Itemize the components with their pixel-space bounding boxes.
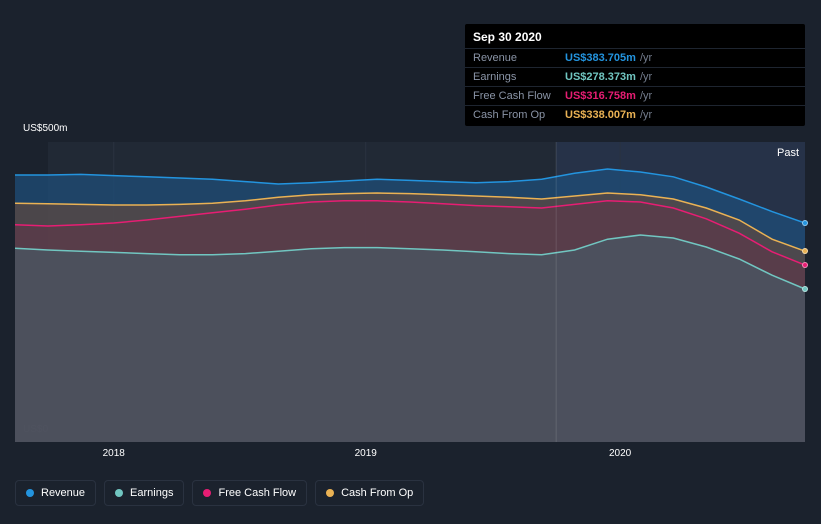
tooltip-metric-unit: /yr <box>640 52 652 64</box>
tooltip-metric-value: US$338.007m <box>565 109 636 121</box>
legend-dot-icon <box>115 489 123 497</box>
legend-dot-icon <box>26 489 34 497</box>
legend-item-revenue[interactable]: Revenue <box>15 480 96 506</box>
x-tick-label: 2019 <box>355 448 377 459</box>
tooltip-date: Sep 30 2020 <box>465 30 805 48</box>
x-axis: 2018 2019 2020 <box>15 448 805 462</box>
tooltip-row: RevenueUS$383.705m/yr <box>465 48 805 67</box>
earnings-end-marker <box>802 286 808 292</box>
legend: Revenue Earnings Free Cash Flow Cash From O… <box>15 480 424 506</box>
tooltip-metric-unit: /yr <box>640 90 652 102</box>
tooltip-metric-value: US$316.758m <box>565 90 636 102</box>
legend-dot-icon <box>326 489 334 497</box>
tooltip-metric-value: US$278.373m <box>565 71 636 83</box>
legend-item-earnings[interactable]: Earnings <box>104 480 184 506</box>
hover-tooltip: Sep 30 2020 RevenueUS$383.705m/yrEarning… <box>465 24 805 126</box>
y-axis-max-label: US$500m <box>23 123 67 134</box>
legend-dot-icon <box>203 489 211 497</box>
area-svg <box>15 142 805 442</box>
cash_from_op-end-marker <box>802 248 808 254</box>
past-region-label: Past <box>777 147 799 159</box>
plot-area[interactable] <box>15 142 805 442</box>
tooltip-metric-label: Revenue <box>473 52 565 64</box>
legend-label: Earnings <box>130 487 173 499</box>
tooltip-row: Free Cash FlowUS$316.758m/yr <box>465 86 805 105</box>
tooltip-metric-value: US$383.705m <box>565 52 636 64</box>
legend-item-cash-from-op[interactable]: Cash From Op <box>315 480 424 506</box>
tooltip-metric-unit: /yr <box>640 71 652 83</box>
tooltip-metric-label: Cash From Op <box>473 109 565 121</box>
x-tick-label: 2020 <box>609 448 631 459</box>
tooltip-metric-label: Earnings <box>473 71 565 83</box>
tooltip-metric-unit: /yr <box>640 109 652 121</box>
legend-label: Free Cash Flow <box>218 487 296 499</box>
x-tick-label: 2018 <box>103 448 125 459</box>
legend-label: Revenue <box>41 487 85 499</box>
revenue-end-marker <box>802 220 808 226</box>
free_cash_flow-end-marker <box>802 262 808 268</box>
tooltip-row: EarningsUS$278.373m/yr <box>465 67 805 86</box>
legend-item-free-cash-flow[interactable]: Free Cash Flow <box>192 480 307 506</box>
legend-label: Cash From Op <box>341 487 413 499</box>
tooltip-metric-label: Free Cash Flow <box>473 90 565 102</box>
financial-area-chart: US$500m US$0 Past 201820192020 Sep 30 20… <box>0 0 821 524</box>
tooltip-row: Cash From OpUS$338.007m/yr <box>465 105 805 124</box>
